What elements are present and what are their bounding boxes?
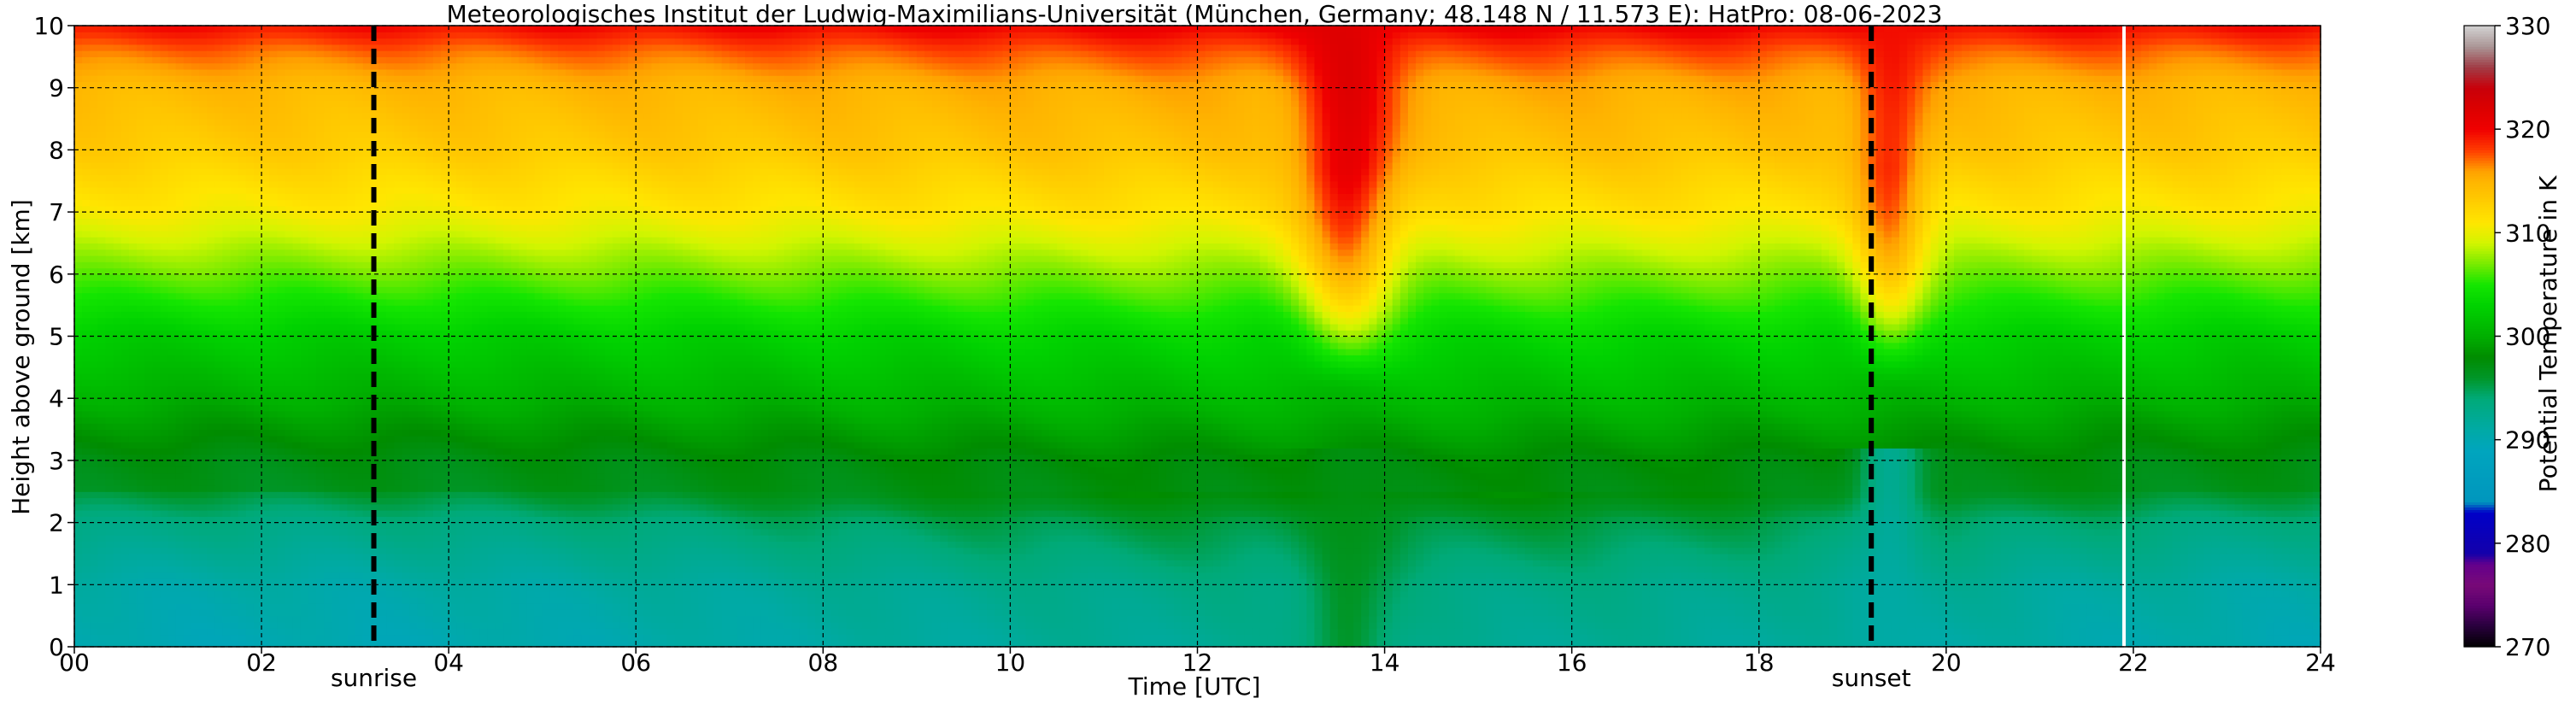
x-tick-label: 18	[1744, 648, 1775, 677]
colorbar-tick-label: 330	[2505, 12, 2550, 40]
y-tick-label: 3	[49, 447, 64, 475]
x-tick-label: 08	[808, 648, 839, 677]
colorbar-tick-label: 270	[2505, 633, 2550, 661]
x-tick-label: 04	[433, 648, 464, 677]
colorbar-label: Potential Temperature in K	[2534, 175, 2562, 492]
y-tick-label: 2	[49, 509, 64, 537]
x-tick-label: 16	[1557, 648, 1587, 677]
x-tick-label: 14	[1370, 648, 1400, 677]
sunrise-label: sunrise	[331, 664, 417, 692]
x-tick-label: 10	[995, 648, 1026, 677]
colorbar-tick-label: 280	[2505, 530, 2550, 558]
y-tick-label: 0	[49, 633, 64, 661]
x-tick-label: 02	[246, 648, 277, 677]
colorbar-tick-label: 290	[2505, 426, 2550, 455]
y-tick-label: 1	[49, 571, 64, 599]
x-axis: 00 02 04 06 08 10 12 14 16 18 20 22 24	[59, 647, 2336, 677]
x-tick-label: 00	[59, 648, 90, 677]
y-tick-label: 10	[33, 12, 64, 40]
colorbar-tick-label: 300	[2505, 323, 2550, 351]
y-tick-label: 8	[49, 136, 64, 164]
colorbar: 270 280 290 300 310 320 330	[2463, 12, 2550, 661]
x-tick-label: 20	[1931, 648, 1962, 677]
chart-title: Meteorologisches Institut der Ludwig-Max…	[447, 0, 1943, 28]
y-tick-label: 9	[49, 74, 64, 103]
x-tick-label: 24	[2305, 648, 2336, 677]
y-tick-label: 5	[49, 323, 64, 351]
y-axis-label: Height above ground [km]	[7, 199, 35, 515]
x-axis-label: Time [UTC]	[1128, 672, 1261, 701]
x-tick-label: 06	[620, 648, 651, 677]
y-tick-label: 7	[49, 198, 64, 226]
y-tick-label: 6	[49, 261, 64, 289]
colorbar-tick-label: 310	[2505, 219, 2550, 247]
plot-area	[74, 26, 2321, 648]
y-tick-label: 4	[49, 384, 64, 413]
y-axis: 0 1 2 3 4 5 6 7 8 9 10	[33, 12, 74, 661]
sun-markers: sunrise sunset	[331, 26, 1911, 692]
sunset-label: sunset	[1832, 664, 1911, 692]
x-tick-label: 22	[2118, 648, 2149, 677]
x-tick-label: 12	[1182, 648, 1213, 677]
colorbar-tick-label: 320	[2505, 115, 2550, 144]
